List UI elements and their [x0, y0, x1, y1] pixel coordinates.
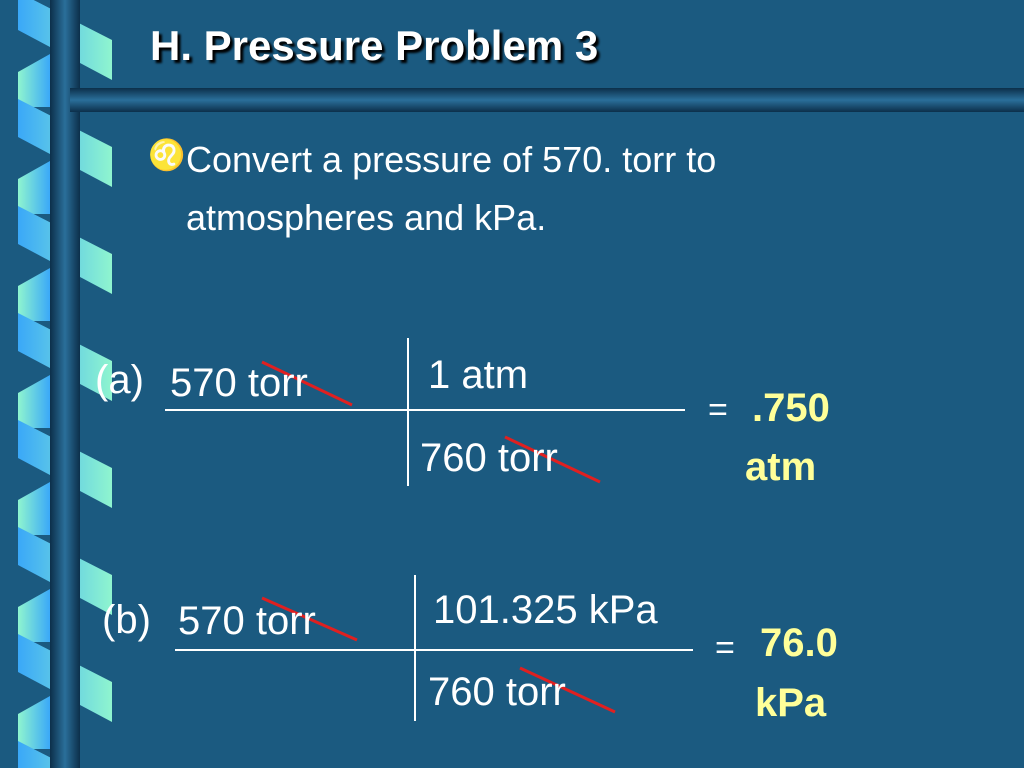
equals-sign: = — [708, 391, 728, 429]
fraction-divider — [414, 575, 416, 721]
part-a-answer-value: .750 — [752, 386, 830, 430]
part-b-given: 570 torr — [178, 599, 316, 643]
bullet-line-2: atmospheres and kPa. — [186, 197, 547, 238]
part-a-denominator: 760 torr — [420, 436, 558, 480]
fraction-line — [175, 649, 693, 651]
strike-b-denominator — [519, 666, 616, 714]
strike-b-given — [261, 596, 358, 642]
part-a-numerator: 1 atm — [428, 353, 529, 397]
fraction-divider — [407, 338, 409, 486]
part-b-answer-unit: kPa — [755, 681, 827, 725]
slide-title: H. Pressure Problem 3 — [150, 22, 599, 69]
fraction-line — [165, 409, 685, 411]
part-b-answer-value: 76.0 — [760, 621, 838, 665]
strike-a-given — [261, 360, 353, 407]
part-b-denominator: 760 torr — [428, 670, 566, 714]
part-b-numerator: 101.325 kPa — [433, 588, 658, 632]
part-b-label: (b) — [102, 598, 151, 642]
part-a-label: (a) — [95, 358, 144, 402]
strike-a-denominator — [504, 435, 601, 484]
equals-sign: = — [715, 629, 735, 667]
leo-bullet-icon: ♌ — [148, 139, 186, 172]
part-a-answer-unit: atm — [745, 445, 817, 489]
part-a-given: 570 torr — [170, 361, 308, 405]
bullet-line-1: Convert a pressure of 570. torr to — [186, 139, 717, 180]
